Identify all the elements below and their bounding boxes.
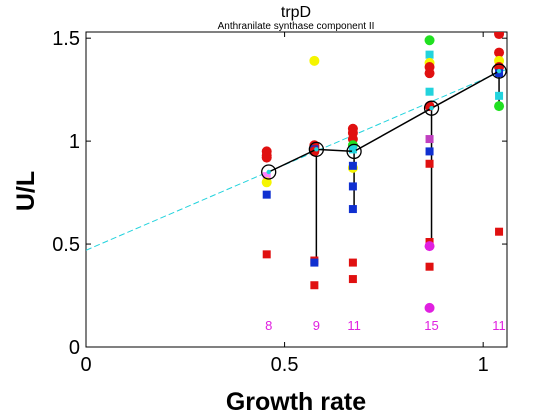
y-tick-label: 1 bbox=[69, 131, 80, 153]
chart-title: trpD bbox=[281, 4, 311, 21]
mean-marker-center bbox=[429, 105, 434, 111]
data-point-square bbox=[262, 172, 271, 181]
data-point-square bbox=[310, 258, 319, 267]
plot-area: 0 0.5 1 0 0.5 1 1.5 8 9 11 15 11 bbox=[52, 28, 508, 376]
sample-count-label: 8 bbox=[265, 318, 272, 333]
data-point-square bbox=[348, 182, 357, 191]
data-point-circle bbox=[494, 101, 505, 112]
data-point-circle bbox=[424, 302, 435, 313]
mean-marker bbox=[261, 164, 277, 180]
y-axis-label: U/L bbox=[12, 171, 40, 211]
x-tick-label: 0.5 bbox=[271, 354, 299, 376]
data-point-square bbox=[425, 262, 434, 271]
data-point-circle bbox=[261, 152, 272, 163]
mean-marker-center bbox=[266, 169, 271, 175]
data-point-square bbox=[262, 190, 271, 199]
mean-marker bbox=[346, 143, 362, 160]
data-point-circle bbox=[494, 32, 505, 40]
sample-count-label: 9 bbox=[313, 318, 320, 333]
data-point-square bbox=[425, 147, 434, 156]
data-point-circle bbox=[424, 35, 435, 46]
data-point-square bbox=[348, 258, 357, 267]
x-axis-label: Growth rate bbox=[226, 388, 366, 416]
data-point-square bbox=[425, 50, 434, 59]
data-point-circle bbox=[424, 68, 435, 79]
plot-contents: 8 9 11 15 11 bbox=[86, 32, 507, 333]
data-point-circle bbox=[261, 177, 272, 188]
chart-subtitle: Anthranilate synthase component II bbox=[218, 21, 375, 32]
data-point-square bbox=[425, 159, 434, 168]
axes-box bbox=[85, 31, 508, 348]
mean-marker-center bbox=[351, 149, 357, 154]
sample-count-label: 11 bbox=[347, 318, 361, 333]
data-point-circle bbox=[309, 55, 320, 66]
data-point-square bbox=[262, 250, 271, 259]
mean-marker-center bbox=[314, 147, 319, 152]
data-point-square bbox=[495, 227, 504, 236]
data-point-square bbox=[348, 275, 357, 284]
data-point-square bbox=[425, 135, 434, 144]
data-point-square bbox=[310, 281, 319, 290]
data-point-circle bbox=[494, 47, 505, 58]
x-tick-label: 1 bbox=[478, 354, 489, 376]
y-tick-label: 0 bbox=[69, 337, 80, 359]
mean-marker bbox=[491, 63, 507, 79]
data-point-circle bbox=[424, 241, 435, 252]
y-tick-label: 1.5 bbox=[52, 28, 80, 50]
x-tick-label: 0 bbox=[80, 354, 91, 376]
mean-marker bbox=[423, 100, 440, 116]
mean-marker-center bbox=[496, 68, 502, 74]
data-point-square bbox=[348, 205, 357, 214]
data-point-square bbox=[348, 145, 357, 154]
data-point-square bbox=[495, 91, 504, 100]
mean-marker bbox=[308, 141, 325, 158]
y-tick-label: 0.5 bbox=[52, 234, 80, 256]
sample-count-label: 11 bbox=[492, 318, 506, 333]
sample-count-label: 15 bbox=[424, 318, 438, 333]
data-point-square bbox=[425, 87, 434, 96]
data-point-square bbox=[348, 161, 357, 170]
fit-line bbox=[86, 68, 507, 251]
